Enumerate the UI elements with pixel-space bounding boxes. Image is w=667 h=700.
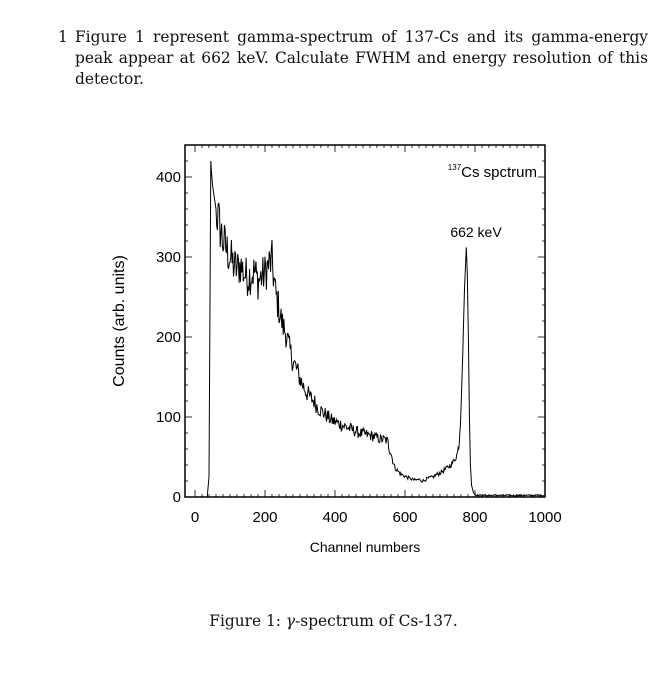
figure-caption: Figure 1: γ-spectrum of Cs-137. bbox=[0, 612, 667, 630]
y-tick-label: 100 bbox=[156, 409, 181, 426]
y-tick-label: 200 bbox=[156, 329, 181, 346]
tick-labels: 0 200 400 600 800 1000 0 100 200 300 400 bbox=[156, 169, 562, 526]
caption-label: Figure 1: bbox=[209, 612, 281, 630]
question-text: 1 Figure 1 represent gamma-spectrum of 1… bbox=[58, 27, 648, 90]
x-tick-label: 800 bbox=[462, 509, 487, 526]
isotope-mass-superscript: 137 bbox=[448, 163, 462, 172]
y-tick-label: 300 bbox=[156, 249, 181, 266]
peak-annotation: 662 keV bbox=[450, 224, 502, 240]
x-tick-label: 400 bbox=[322, 509, 347, 526]
spectrum-line bbox=[206, 160, 546, 498]
x-tick-label: 0 bbox=[191, 509, 199, 526]
x-axis-label: Channel numbers bbox=[310, 539, 421, 555]
caption-text: -spectrum of Cs-137. bbox=[295, 612, 458, 630]
isotope-label: Cs spctrum bbox=[461, 164, 537, 181]
y-tick-label: 0 bbox=[173, 489, 181, 506]
x-tick-label: 200 bbox=[252, 509, 277, 526]
x-tick-label: 600 bbox=[392, 509, 417, 526]
gamma-symbol: γ bbox=[285, 612, 296, 630]
title-annotation: 137Cs spctrum bbox=[448, 163, 537, 181]
x-tick-label: 1000 bbox=[528, 509, 561, 526]
gamma-spectrum-chart: 0 200 400 600 800 1000 0 100 200 300 400 Channel n… bbox=[111, 144, 562, 555]
axis-ticks bbox=[185, 144, 546, 498]
question-number: 1 bbox=[58, 28, 68, 46]
y-tick-label: 400 bbox=[156, 169, 181, 186]
plot-frame bbox=[184, 144, 546, 498]
y-axis-label: Counts (arb. units) bbox=[111, 255, 128, 387]
question-body: Figure 1 represent gamma-spectrum of 137… bbox=[75, 28, 648, 88]
